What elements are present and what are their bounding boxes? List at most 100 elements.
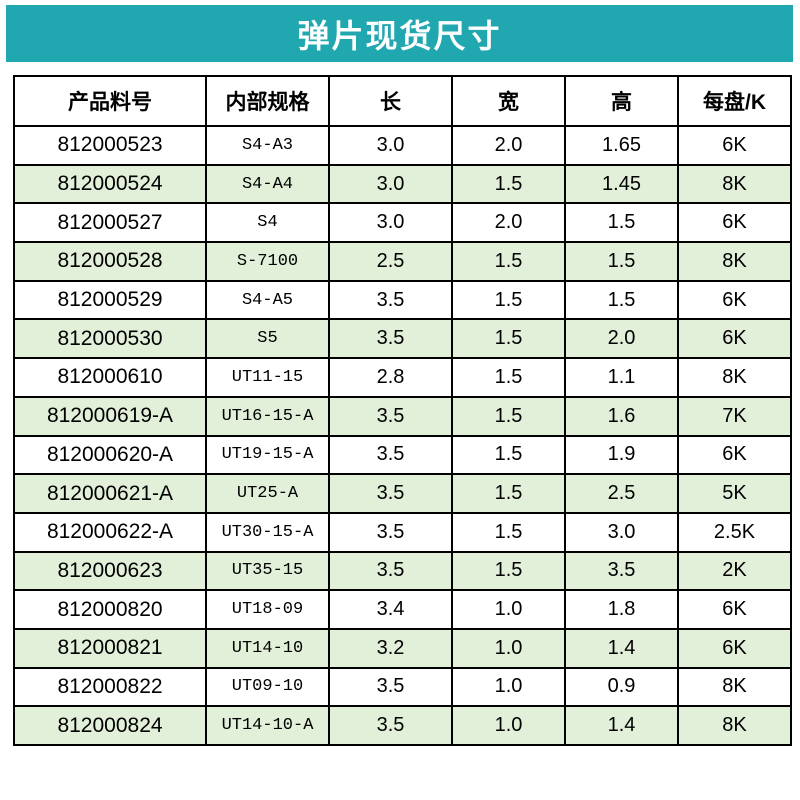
cell-width: 1.5 <box>451 241 566 282</box>
cell-height: 1.8 <box>564 589 679 630</box>
cell-height: 1.4 <box>564 627 679 669</box>
cell-per_reel: 2K <box>677 550 792 592</box>
cell-length: 3.5 <box>328 318 453 360</box>
cell-width: 1.0 <box>451 666 566 708</box>
cell-length: 2.5 <box>328 241 453 282</box>
cell-width: 1.5 <box>451 395 566 437</box>
cell-width: 1.0 <box>451 627 566 669</box>
cell-internal_spec: UT14-10 <box>205 627 330 669</box>
cell-part_number: 812000820 <box>13 589 207 630</box>
cell-height: 2.0 <box>564 318 679 360</box>
table-row: 812000527 S4 3.0 2.0 1.5 6K <box>13 202 792 244</box>
cell-length: 2.8 <box>328 357 453 398</box>
cell-height: 3.5 <box>564 550 679 592</box>
table-body: 812000523 S4-A3 3.0 2.0 1.65 6K 812000524 S4-A4… <box>13 125 792 746</box>
table-row: 812000529 S4-A5 3.5 1.5 1.5 6K <box>13 279 792 321</box>
cell-length: 3.5 <box>328 705 453 746</box>
cell-width: 1.5 <box>451 318 566 360</box>
cell-per_reel: 6K <box>677 125 792 166</box>
cell-per_reel: 2.5K <box>677 511 792 553</box>
cell-height: 1.5 <box>564 202 679 244</box>
table-row: 812000620-A UT19-15-A 3.5 1.5 1.9 6K <box>13 434 792 476</box>
cell-part_number: 812000623 <box>13 550 207 592</box>
cell-part_number: 812000610 <box>13 357 207 398</box>
cell-width: 2.0 <box>451 125 566 166</box>
cell-height: 1.65 <box>564 125 679 166</box>
cell-width: 1.5 <box>451 357 566 398</box>
cell-per_reel: 8K <box>677 705 792 746</box>
cell-length: 3.5 <box>328 666 453 708</box>
table-row: 812000523 S4-A3 3.0 2.0 1.65 6K <box>13 125 792 166</box>
cell-internal_spec: UT11-15 <box>205 357 330 398</box>
cell-internal_spec: UT16-15-A <box>205 395 330 437</box>
cell-length: 3.0 <box>328 202 453 244</box>
cell-length: 3.2 <box>328 627 453 669</box>
cell-per_reel: 6K <box>677 279 792 321</box>
table-row: 812000524 S4-A4 3.0 1.5 1.45 8K <box>13 163 792 205</box>
cell-internal_spec: S4 <box>205 202 330 244</box>
cell-width: 1.5 <box>451 434 566 476</box>
cell-height: 1.9 <box>564 434 679 476</box>
cell-internal_spec: UT14-10-A <box>205 705 330 746</box>
page-title: 弹片现货尺寸 <box>297 17 502 54</box>
cell-per_reel: 8K <box>677 241 792 282</box>
cell-part_number: 812000822 <box>13 666 207 708</box>
cell-width: 1.5 <box>451 550 566 592</box>
cell-part_number: 812000620-A <box>13 434 207 476</box>
cell-height: 1.45 <box>564 163 679 205</box>
cell-internal_spec: UT19-15-A <box>205 434 330 476</box>
cell-length: 3.0 <box>328 125 453 166</box>
cell-part_number: 812000619-A <box>13 395 207 437</box>
cell-per_reel: 6K <box>677 627 792 669</box>
table-row: 812000623 UT35-15 3.5 1.5 3.5 2K <box>13 550 792 592</box>
cell-height: 0.9 <box>564 666 679 708</box>
cell-per_reel: 6K <box>677 318 792 360</box>
cell-per_reel: 8K <box>677 666 792 708</box>
cell-internal_spec: S-7100 <box>205 241 330 282</box>
column-header-per_reel: 每盘/K <box>677 75 792 127</box>
cell-part_number: 812000621-A <box>13 473 207 514</box>
cell-per_reel: 8K <box>677 163 792 205</box>
cell-per_reel: 7K <box>677 395 792 437</box>
cell-height: 3.0 <box>564 511 679 553</box>
cell-width: 1.0 <box>451 705 566 746</box>
table-row: 812000530 S5 3.5 1.5 2.0 6K <box>13 318 792 360</box>
cell-width: 1.5 <box>451 473 566 514</box>
cell-per_reel: 6K <box>677 434 792 476</box>
spec-table: 产品料号 内部规格长宽高每盘/K 812000523 S4-A3 3.0 2.0 1.65… <box>13 75 792 746</box>
table-row: 812000824 UT14-10-A 3.5 1.0 1.4 8K <box>13 705 792 746</box>
cell-width: 1.5 <box>451 511 566 553</box>
cell-part_number: 812000821 <box>13 627 207 669</box>
cell-height: 1.4 <box>564 705 679 746</box>
cell-length: 3.5 <box>328 550 453 592</box>
cell-internal_spec: UT18-09 <box>205 589 330 630</box>
cell-length: 3.5 <box>328 511 453 553</box>
cell-part_number: 812000824 <box>13 705 207 746</box>
cell-internal_spec: UT09-10 <box>205 666 330 708</box>
cell-width: 1.5 <box>451 279 566 321</box>
table-row: 812000610 UT11-15 2.8 1.5 1.1 8K <box>13 357 792 398</box>
cell-internal_spec: UT25-A <box>205 473 330 514</box>
cell-part_number: 812000622-A <box>13 511 207 553</box>
cell-height: 1.5 <box>564 279 679 321</box>
cell-internal_spec: S4-A3 <box>205 125 330 166</box>
table-row: 812000528 S-7100 2.5 1.5 1.5 8K <box>13 241 792 282</box>
cell-per_reel: 8K <box>677 357 792 398</box>
cell-height: 1.1 <box>564 357 679 398</box>
table-row: 812000622-A UT30-15-A 3.5 1.5 3.0 2.5K <box>13 511 792 553</box>
table-row: 812000820 UT18-09 3.4 1.0 1.8 6K <box>13 589 792 630</box>
cell-part_number: 812000523 <box>13 125 207 166</box>
cell-length: 3.5 <box>328 434 453 476</box>
cell-height: 2.5 <box>564 473 679 514</box>
cell-internal_spec: S4-A5 <box>205 279 330 321</box>
cell-length: 3.4 <box>328 589 453 630</box>
cell-width: 2.0 <box>451 202 566 244</box>
cell-part_number: 812000529 <box>13 279 207 321</box>
cell-width: 1.5 <box>451 163 566 205</box>
cell-part_number: 812000524 <box>13 163 207 205</box>
cell-length: 3.5 <box>328 279 453 321</box>
cell-height: 1.6 <box>564 395 679 437</box>
table-row: 812000621-A UT25-A 3.5 1.5 2.5 5K <box>13 473 792 514</box>
cell-length: 3.5 <box>328 473 453 514</box>
